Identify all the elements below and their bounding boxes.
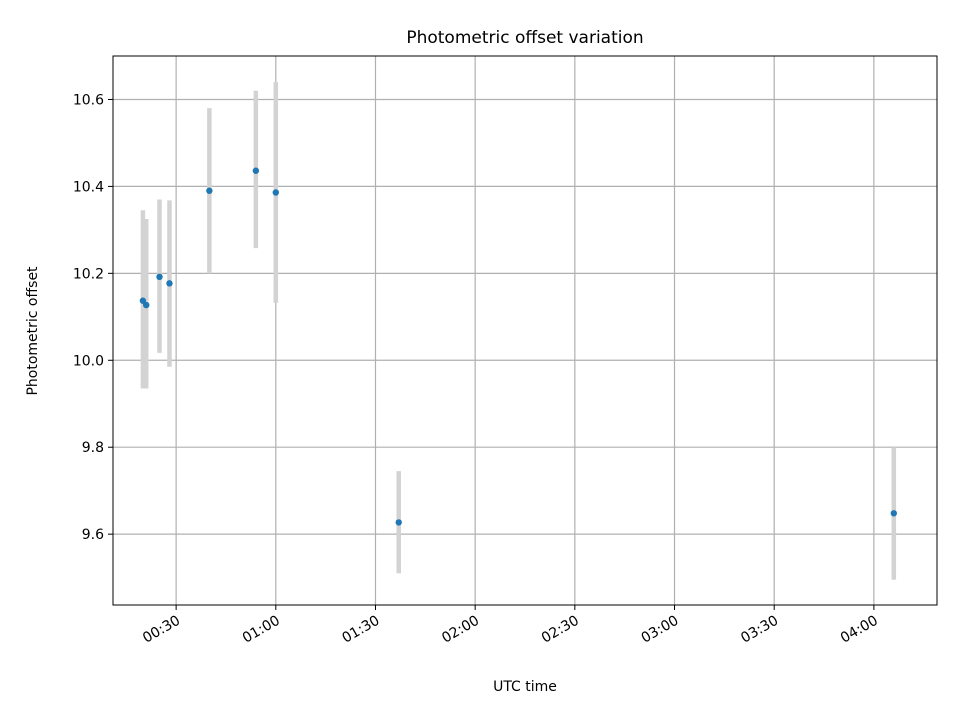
y-tick-label: 10.6 [73, 92, 104, 108]
data-point [143, 301, 150, 309]
y-axis-ticks: 9.6 9.8 10.0 10.2 10.4 10.6 [73, 92, 113, 543]
chart-title: Photometric offset variation [406, 28, 643, 48]
data-point [156, 273, 163, 281]
grid-lines [113, 56, 937, 605]
data-point [272, 189, 280, 196]
data-point [166, 280, 173, 287]
x-axis-label: UTC time [493, 679, 557, 695]
data-points [139, 167, 898, 526]
data-point [395, 519, 402, 526]
y-tick-label: 10.0 [73, 353, 104, 369]
y-tick-label: 9.6 [82, 527, 104, 543]
data-point [252, 167, 260, 174]
plot-area-frame [112, 55, 938, 606]
data-point [890, 510, 898, 517]
y-tick-label: 10.4 [73, 179, 104, 195]
y-tick-label: 10.2 [73, 266, 104, 282]
y-axis-label: Photometric offset [25, 266, 41, 396]
data-point [206, 187, 213, 194]
y-tick-label: 9.8 [82, 440, 104, 456]
data-point [139, 297, 147, 304]
